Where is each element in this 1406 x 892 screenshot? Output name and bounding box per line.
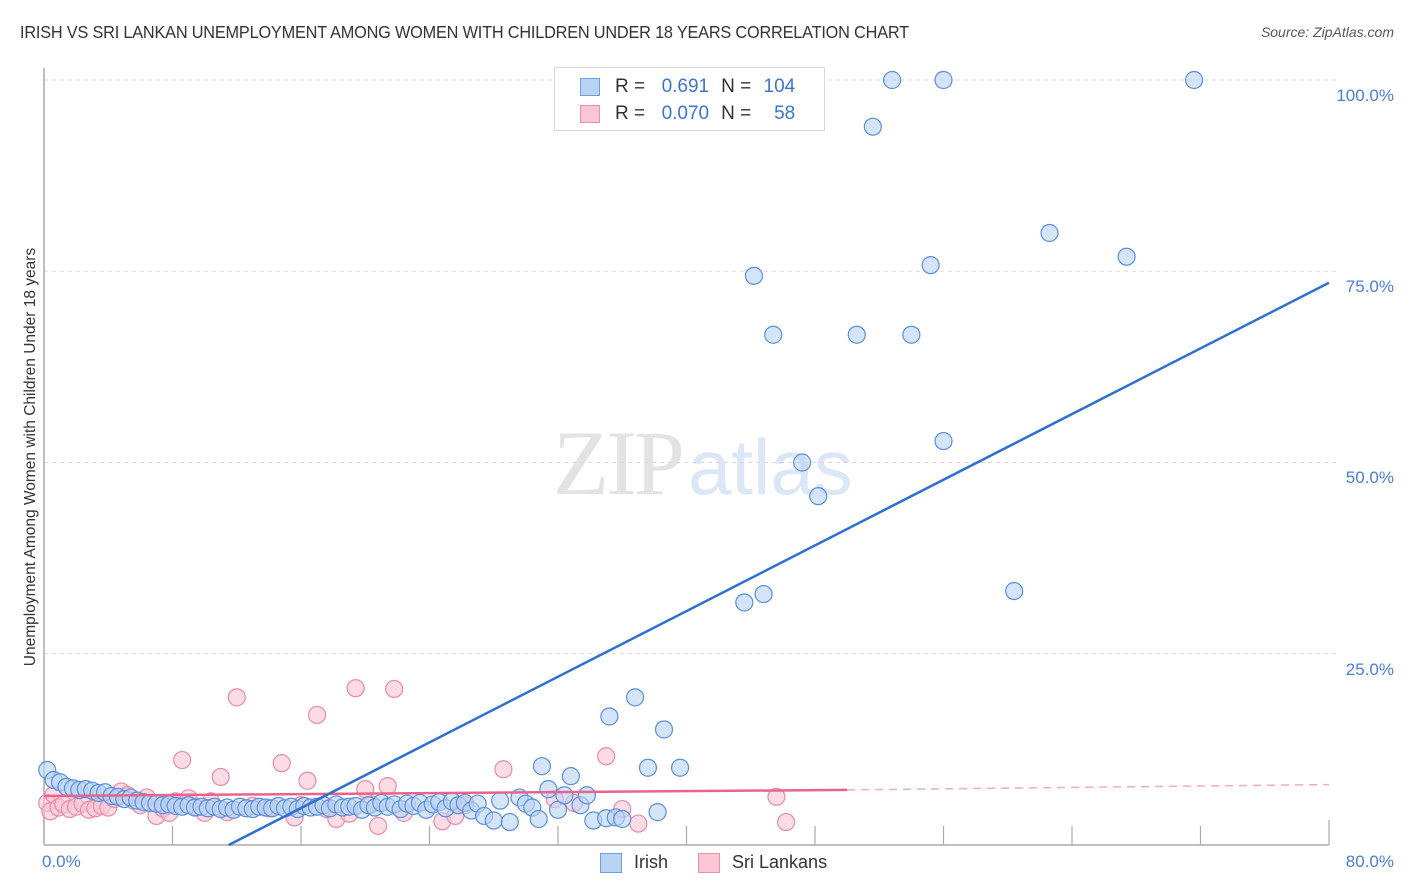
srilankan-point [173, 750, 192, 770]
legend-r-label: R = [615, 103, 646, 124]
irish-point [809, 487, 828, 506]
irish-swatch-icon [600, 852, 622, 873]
legend-row-srilankans: R = 0.070 N = 58 [580, 103, 795, 125]
irish-point [863, 117, 882, 136]
legend-label-srilankans: Sri Lankans [732, 852, 828, 872]
irish-point [577, 786, 597, 805]
legend-n-value: 58 [774, 103, 796, 124]
legend-n-value: 104 [763, 76, 796, 97]
srilankan-point [346, 679, 365, 698]
legend-label-irish: Irish [634, 852, 669, 872]
irish-point [793, 453, 812, 472]
srilankan-point [356, 780, 375, 799]
srilankan-point [378, 776, 397, 796]
irish-point [847, 325, 866, 344]
srilankan-point [227, 688, 246, 707]
irish-point [484, 811, 503, 830]
irish-point [600, 707, 619, 726]
irish-point [744, 266, 764, 285]
y-tick-100: 100.0% [1336, 86, 1394, 105]
srilankan-trendline [43, 788, 848, 798]
x-tick-min: 0.0% [42, 852, 81, 871]
irish-point [934, 70, 953, 90]
srilankan-point [597, 747, 616, 766]
legend-r-label: R = [615, 76, 646, 97]
irish-point [561, 767, 580, 786]
srilankan-point [494, 760, 513, 779]
irish-point [532, 757, 552, 776]
legend-n-label: N = [721, 103, 752, 124]
irish-point [500, 812, 519, 832]
irish-point [921, 256, 940, 275]
chart-title: IRISH VS SRI LANKAN UNEMPLOYMENT AMONG W… [20, 22, 909, 42]
irish-point [1005, 581, 1024, 601]
irish-point [648, 803, 667, 822]
irish-point [539, 780, 558, 799]
srilankan-point [211, 767, 230, 787]
legend-row-irish: R = 0.691 N = 104 [580, 76, 795, 98]
srilankan-point [298, 771, 317, 790]
irish-swatch-icon [580, 78, 600, 96]
srilankans-swatch-icon [698, 852, 721, 873]
legend-n-label: N = [721, 76, 752, 97]
irish-point [529, 809, 548, 829]
source-label: Source: ZipAtlas.com [1260, 24, 1394, 40]
srilankan-point [307, 705, 327, 725]
legend-r-value: 0.070 [661, 103, 710, 124]
irish-point [1184, 70, 1204, 90]
irish-point [882, 70, 902, 90]
series-legend: Irish Sri Lankans [600, 852, 857, 873]
irish-point [638, 758, 658, 777]
irish-point [613, 809, 632, 829]
y-tick-25: 25.0% [1345, 660, 1394, 679]
legend-item-irish[interactable]: Irish [600, 852, 668, 873]
legend-r-value: 0.691 [661, 76, 710, 97]
srilankan-point [272, 754, 291, 773]
y-axis-label: Unemployment Among Women with Children U… [22, 247, 39, 667]
srilankan-point [629, 814, 648, 833]
irish-point [654, 720, 674, 739]
irish-point [754, 584, 773, 604]
irish-point [1040, 223, 1059, 243]
srilankan-point [767, 787, 786, 806]
irish-point [670, 758, 690, 777]
irish-point [1117, 247, 1136, 266]
irish-point [902, 325, 921, 344]
irish-point [735, 593, 754, 612]
irish-point [934, 431, 953, 451]
srilankan-trendline-extension [847, 783, 1330, 791]
irish-point [491, 791, 510, 810]
correlation-legend: R = 0.691 N = 104 R = 0.070 N = 58 [554, 67, 825, 131]
irish-point [625, 688, 645, 707]
srilankan-point [385, 679, 404, 699]
srilankan-point [776, 812, 796, 832]
irish-point [764, 325, 783, 344]
srilankans-swatch-icon [580, 105, 600, 123]
irish-trendline [228, 281, 1330, 847]
irish-point [555, 786, 574, 805]
srilankan-point [369, 816, 388, 835]
y-tick-50: 50.0% [1345, 468, 1394, 487]
y-tick-75: 75.0% [1345, 277, 1394, 296]
legend-item-srilankans[interactable]: Sri Lankans [698, 852, 827, 873]
x-tick-max: 80.0% [1345, 852, 1394, 871]
